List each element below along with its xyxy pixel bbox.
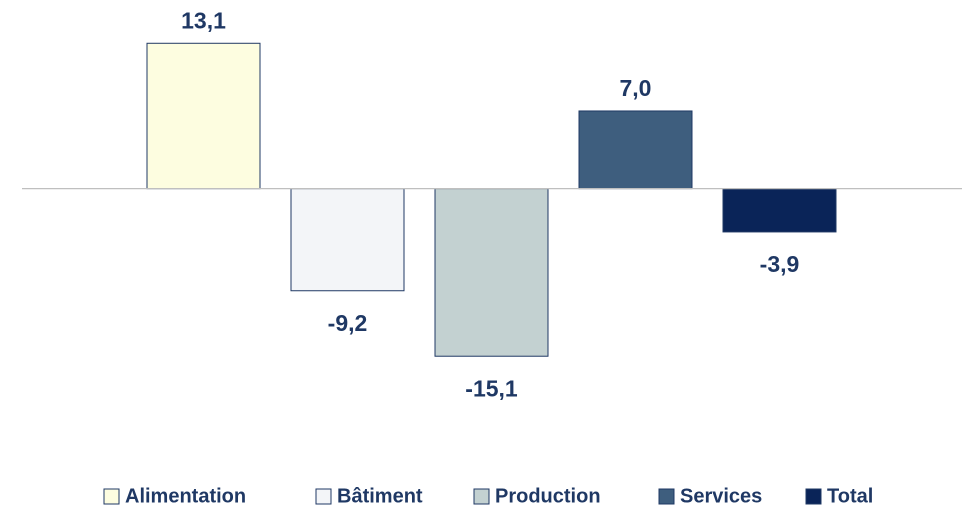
bar: [434, 188, 549, 357]
value-label: 13,1: [181, 7, 226, 33]
legend-swatch: [103, 488, 120, 505]
legend-swatch: [805, 488, 822, 505]
bar: [290, 188, 405, 292]
bar: [146, 42, 261, 190]
value-label: -3,9: [760, 251, 800, 277]
legend-swatch: [658, 488, 675, 505]
legend-swatch: [315, 488, 332, 505]
bar: [578, 110, 693, 190]
value-label: 7,0: [620, 75, 652, 101]
value-label: -9,2: [328, 310, 368, 336]
bar: [722, 188, 837, 233]
value-label: -15,1: [465, 375, 518, 401]
legend-label: Production: [495, 485, 601, 507]
legend-swatch: [473, 488, 490, 505]
legend-label: Bâtiment: [337, 485, 423, 507]
legend-label: Alimentation: [125, 485, 246, 507]
legend-label: Services: [680, 485, 762, 507]
legend-label: Total: [827, 485, 873, 507]
